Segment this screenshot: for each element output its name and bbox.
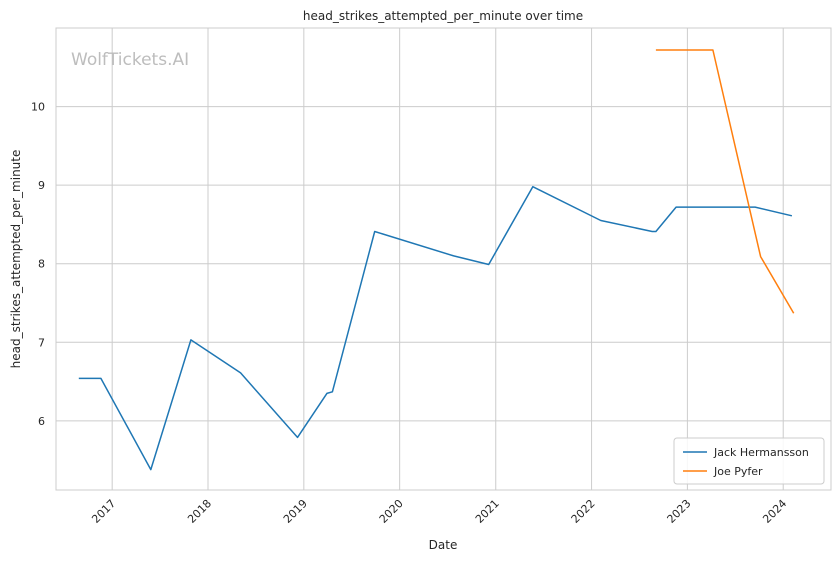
legend-box [673,437,825,485]
plot-frame [55,27,832,491]
x-tick-label-2019: 2019 [281,497,310,526]
y-tick-label-7: 7 [38,336,45,349]
x-tick-label-2024: 2024 [760,497,789,526]
y-tick-label-9: 9 [38,179,45,192]
legend-label-jack-hermansson: Jack Hermansson [713,446,809,459]
y-tick-label-8: 8 [38,258,45,271]
x-tick-label-2022: 2022 [569,497,598,526]
x-tick-label-2021: 2021 [473,497,502,526]
legend-label-joe-pyfer: Joe Pyfer [713,465,763,478]
x-tick-label-2020: 2020 [377,497,406,526]
y-tick-label-10: 10 [31,101,45,114]
x-tick-label-2017: 2017 [89,497,118,526]
series-line-joe-pyfer [655,49,795,314]
x-tick-label-2023: 2023 [665,497,694,526]
legend: Jack Hermansson Joe Pyfer [673,437,825,485]
chart-title: head_strikes_attempted_per_minute over t… [303,9,583,23]
y-tick-labels: 6 7 8 9 10 [31,101,45,428]
y-tick-label-6: 6 [38,415,45,428]
watermark: WolfTickets.AI [71,50,189,70]
x-tick-labels: 2017 2018 2019 2020 2021 2022 2023 2024 [89,497,789,526]
plot-background [56,28,831,490]
x-tick-label-2018: 2018 [185,497,214,526]
grid [56,28,831,490]
y-axis-title: head_strikes_attempted_per_minute [9,150,23,369]
series-layer [78,49,795,471]
x-axis-title: Date [429,538,458,552]
series-line-jack-hermansson [78,185,793,471]
